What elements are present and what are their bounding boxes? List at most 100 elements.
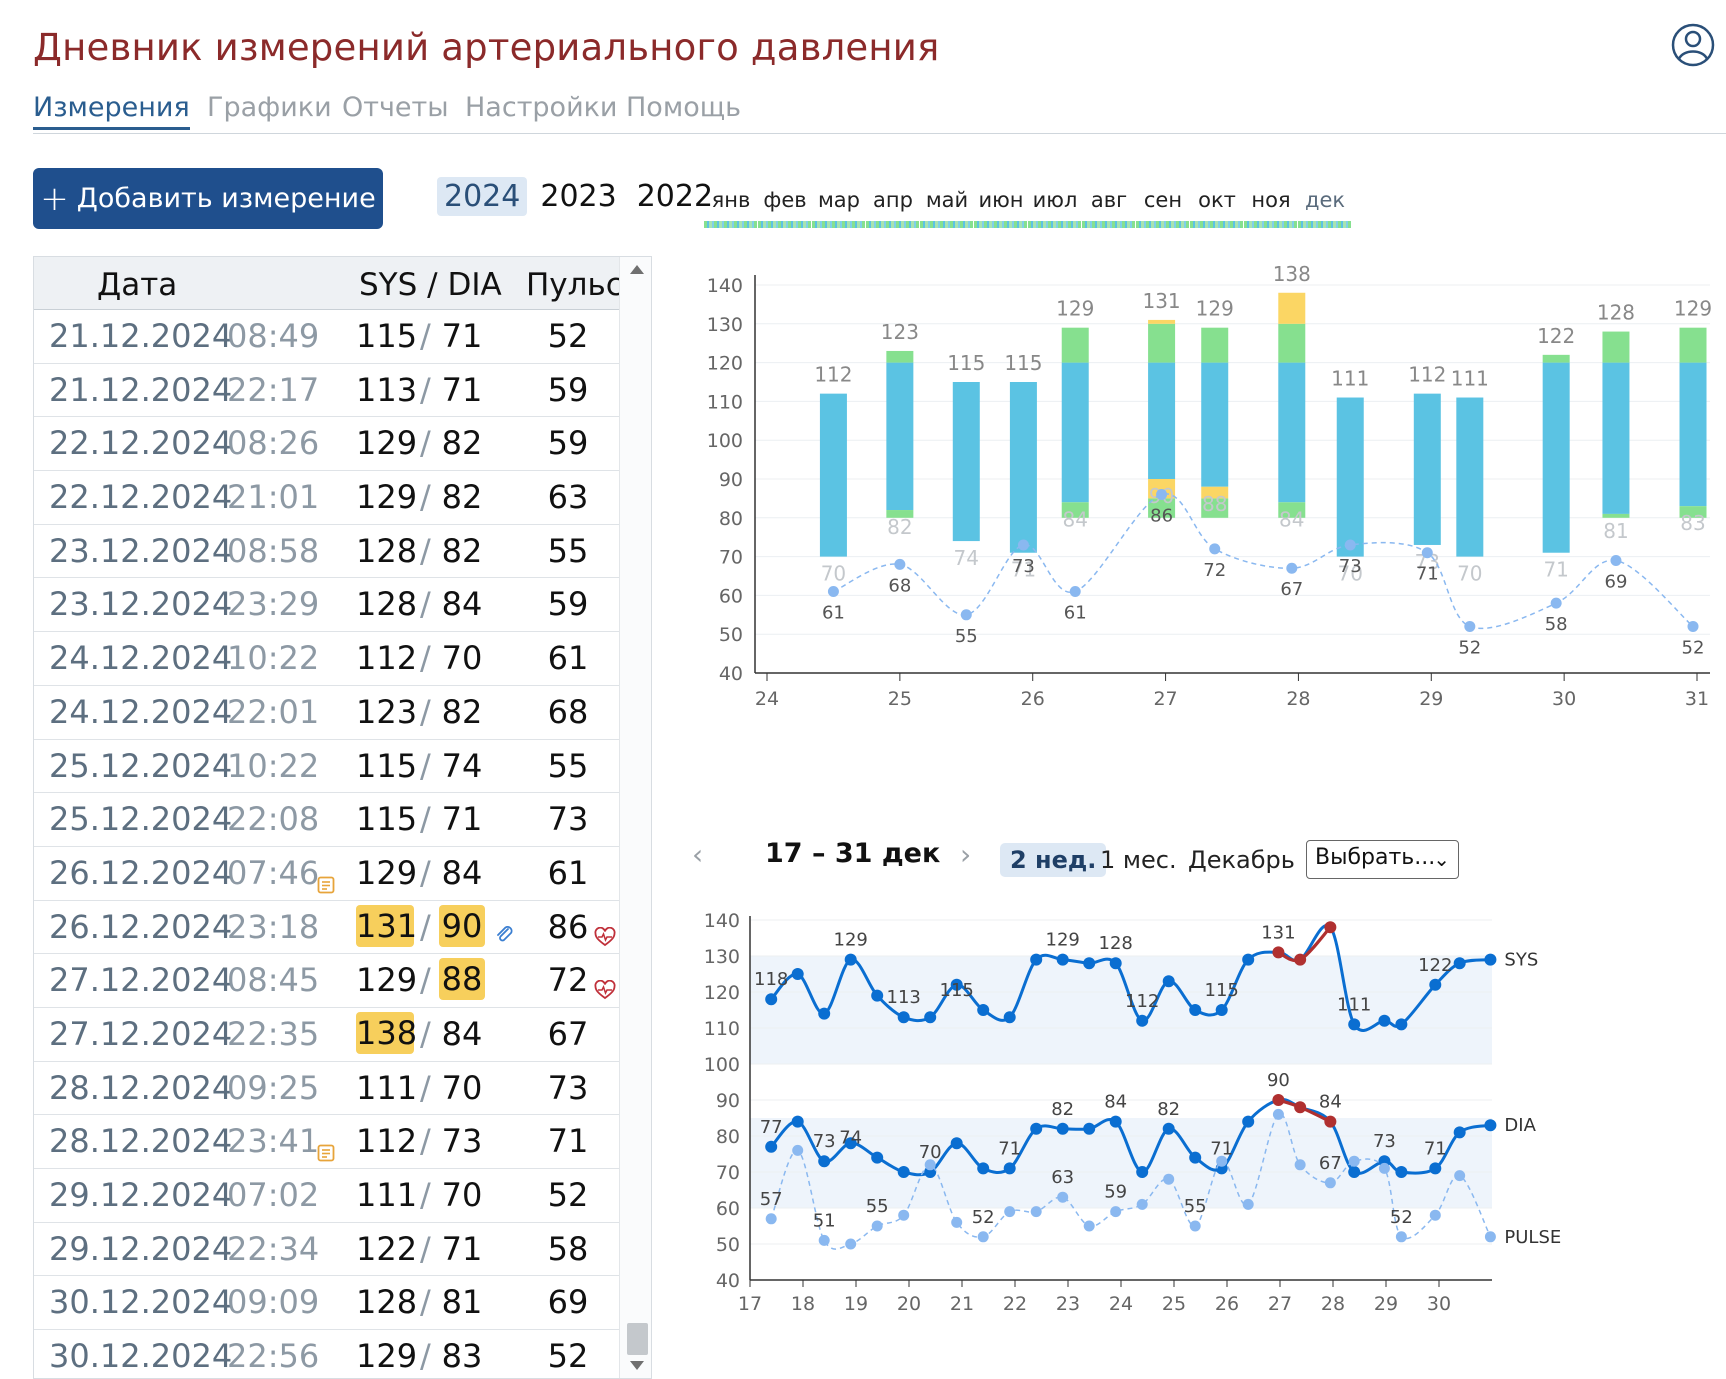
- month-8[interactable]: авг: [1090, 188, 1128, 212]
- table-row[interactable]: 28.12.2024 23:41 112/ 73 71: [34, 1115, 619, 1169]
- series-point[interactable]: [1057, 1191, 1069, 1203]
- next-period-icon[interactable]: ›: [960, 838, 972, 871]
- period-2-weeks[interactable]: 2 нед.: [1000, 843, 1107, 877]
- table-row[interactable]: 23.12.2024 23:29 128/ 84 59: [34, 578, 619, 633]
- table-row[interactable]: 22.12.2024 08:26 129/ 82 59: [34, 417, 619, 472]
- tab-charts[interactable]: Графики: [207, 92, 332, 123]
- bar-segment[interactable]: [1278, 323, 1306, 363]
- table-row[interactable]: 26.12.2024 23:18 131/90 86: [34, 901, 619, 955]
- bar-segment[interactable]: [886, 362, 914, 511]
- series-point[interactable]: [1294, 1159, 1306, 1171]
- series-point[interactable]: [791, 1115, 804, 1128]
- bar-segment[interactable]: [1602, 513, 1630, 518]
- table-row[interactable]: 21.12.2024 22:17 113/ 71 59: [34, 364, 619, 418]
- series-point[interactable]: [1056, 953, 1069, 966]
- month-11[interactable]: ноя: [1251, 188, 1291, 212]
- series-point[interactable]: [1189, 1220, 1201, 1232]
- bar-segment[interactable]: [1679, 327, 1707, 363]
- period-december[interactable]: Декабрь: [1188, 846, 1295, 874]
- series-point[interactable]: [1272, 1094, 1285, 1106]
- series-point[interactable]: [1429, 1162, 1442, 1175]
- series-point[interactable]: [844, 1137, 857, 1150]
- pulse-point[interactable]: [1017, 539, 1029, 551]
- month-10[interactable]: окт: [1198, 188, 1236, 212]
- note-icon[interactable]: [317, 864, 335, 894]
- series-point[interactable]: [898, 1209, 910, 1221]
- bar-segment[interactable]: [952, 382, 980, 542]
- bar-segment[interactable]: [1148, 323, 1176, 363]
- pulse-point[interactable]: [1069, 586, 1081, 598]
- series-point[interactable]: [1378, 1162, 1390, 1174]
- prev-period-icon[interactable]: ‹: [692, 838, 704, 871]
- series-point[interactable]: [1242, 1198, 1254, 1210]
- table-row[interactable]: 25.12.2024 22:08 115/ 71 73: [34, 793, 619, 847]
- pulse-point[interactable]: [1209, 543, 1221, 555]
- table-row[interactable]: 29.12.2024 07:02 111/ 70 52: [34, 1169, 619, 1223]
- series-point[interactable]: [1056, 1122, 1069, 1135]
- series-point[interactable]: [1030, 1122, 1043, 1135]
- series-point[interactable]: [897, 1166, 910, 1178]
- bar-segment[interactable]: [819, 393, 847, 557]
- month-6[interactable]: июн: [978, 188, 1024, 212]
- series-point[interactable]: [1395, 1166, 1408, 1178]
- bar-segment[interactable]: [1201, 362, 1229, 487]
- header-sys-dia[interactable]: SYS / DIA: [359, 267, 502, 303]
- add-measurement-button[interactable]: + Добавить измерение: [33, 168, 383, 229]
- tab-measurements[interactable]: Измерения: [33, 92, 190, 130]
- series-point[interactable]: [1294, 953, 1307, 966]
- user-account-icon[interactable]: [1670, 22, 1716, 68]
- bar-segment[interactable]: [1201, 486, 1229, 499]
- series-point[interactable]: [1136, 1166, 1149, 1178]
- bar-segment[interactable]: [1542, 362, 1570, 553]
- month-5[interactable]: май: [925, 188, 969, 212]
- series-point[interactable]: [1109, 1115, 1122, 1128]
- pulse-point[interactable]: [1610, 554, 1622, 566]
- table-row[interactable]: 26.12.2024 07:46 129/ 84 61: [34, 847, 619, 901]
- period-select[interactable]: Выбрать... ⌄: [1306, 840, 1459, 879]
- table-row[interactable]: 30.12.2024 09:09 128/ 81 69: [34, 1276, 619, 1331]
- table-row[interactable]: 28.12.2024 09:25 111/ 70 73: [34, 1062, 619, 1116]
- series-point[interactable]: [1395, 1231, 1407, 1243]
- bar-segment[interactable]: [1278, 362, 1306, 503]
- heart-rhythm-icon[interactable]: [594, 917, 616, 946]
- series-point[interactable]: [765, 993, 778, 1006]
- bar-segment[interactable]: [1201, 498, 1229, 518]
- pulse-point[interactable]: [1156, 489, 1168, 501]
- series-point[interactable]: [977, 1231, 989, 1243]
- bar-segment[interactable]: [1061, 362, 1089, 503]
- series-point[interactable]: [1136, 1198, 1148, 1210]
- bar-segment[interactable]: [886, 350, 914, 363]
- series-point[interactable]: [792, 1144, 804, 1156]
- year-2023[interactable]: 2023: [540, 179, 617, 214]
- series-point[interactable]: [1136, 1014, 1149, 1027]
- series-point[interactable]: [924, 1159, 936, 1171]
- series-point[interactable]: [1004, 1206, 1016, 1218]
- pulse-point[interactable]: [827, 586, 839, 598]
- series-point[interactable]: [1272, 946, 1285, 959]
- scroll-down-icon[interactable]: [630, 1361, 644, 1370]
- period-1-month[interactable]: 1 мес.: [1100, 846, 1177, 874]
- table-row[interactable]: 27.12.2024 22:35 138/ 84 67: [34, 1008, 619, 1062]
- series-point[interactable]: [1395, 1018, 1408, 1031]
- month-9[interactable]: сен: [1143, 188, 1183, 212]
- series-point[interactable]: [924, 1011, 937, 1024]
- series-point[interactable]: [1083, 1122, 1096, 1135]
- year-2024[interactable]: 2024: [437, 177, 528, 216]
- series-point[interactable]: [1109, 957, 1122, 970]
- year-2022[interactable]: 2022: [636, 179, 714, 214]
- bar-segment[interactable]: [1009, 382, 1037, 553]
- month-3[interactable]: мар: [817, 188, 861, 212]
- bar-segment[interactable]: [1148, 498, 1176, 518]
- bar-segment[interactable]: [1278, 292, 1306, 324]
- series-point[interactable]: [1162, 1122, 1175, 1135]
- series-point[interactable]: [1083, 957, 1096, 970]
- series-point[interactable]: [818, 1155, 831, 1168]
- series-point[interactable]: [765, 1213, 777, 1225]
- table-row[interactable]: 23.12.2024 08:58 128/ 82 55: [34, 525, 619, 579]
- heart-rhythm-icon[interactable]: [594, 970, 616, 1000]
- series-point[interactable]: [1484, 1119, 1497, 1132]
- series-point[interactable]: [845, 1238, 857, 1250]
- bar-segment[interactable]: [1679, 362, 1707, 507]
- series-point[interactable]: [1162, 975, 1175, 988]
- series-point[interactable]: [871, 989, 884, 1002]
